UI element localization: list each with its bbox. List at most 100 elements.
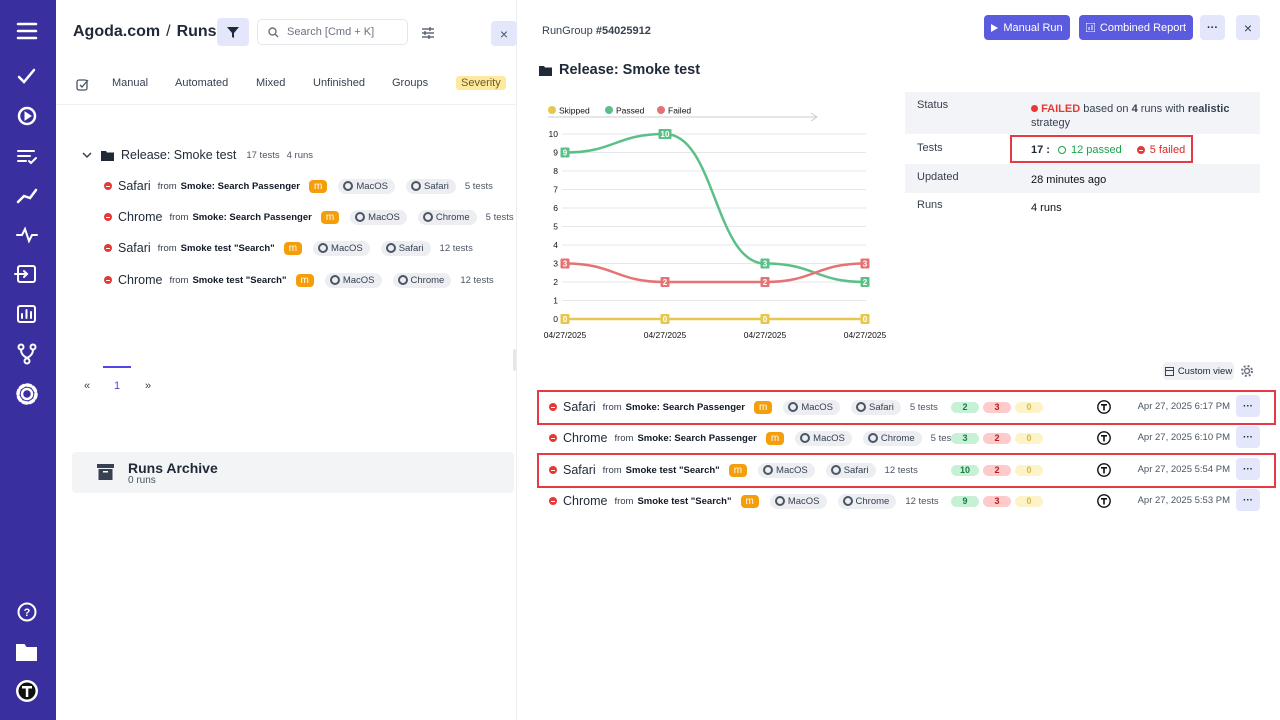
y-tick-label: 10 bbox=[549, 129, 559, 139]
tab[interactable]: Automated bbox=[175, 77, 229, 89]
tag-chip: MacOS bbox=[769, 493, 827, 509]
plans-icon[interactable] bbox=[17, 150, 37, 165]
run-row[interactable]: Safari from Smoke: Search Passenger m MacOS S… bbox=[104, 176, 493, 196]
count-skipped: 0 bbox=[1015, 465, 1043, 476]
pagination-next[interactable]: » bbox=[145, 380, 152, 392]
gear-icon bbox=[830, 465, 841, 475]
branch-icon[interactable] bbox=[17, 343, 37, 365]
group-runs: 4 runs bbox=[286, 149, 314, 161]
divider bbox=[56, 104, 516, 105]
run-stats: 10 2 0 Apr 27, 2025 5:54 PM ··· bbox=[0, 458, 1280, 480]
updated-value: 28 minutes ago bbox=[1031, 174, 1107, 186]
from-label: from bbox=[614, 432, 634, 444]
point-label-bg bbox=[860, 277, 870, 287]
import-icon[interactable] bbox=[14, 265, 36, 283]
run-tests: 12 tests bbox=[884, 464, 918, 476]
run-row[interactable]: Safari from Smoke: Search Passenger m MacOS S… bbox=[549, 397, 938, 417]
tab[interactable]: Mixed bbox=[256, 77, 286, 89]
group-row[interactable]: Release: Smoke test 17 tests 4 runs bbox=[82, 146, 313, 164]
legend-swatch bbox=[657, 106, 665, 114]
run-row[interactable]: Safari from Smoke test "Search" m MacOS Safar… bbox=[104, 238, 473, 258]
run-tests: 12 tests bbox=[439, 242, 473, 254]
tests-total: 17 : bbox=[1031, 144, 1050, 156]
manual-run-button[interactable]: Manual Run bbox=[984, 15, 1070, 40]
from-label: from bbox=[169, 274, 189, 286]
project-name[interactable]: Agoda.com bbox=[73, 23, 161, 40]
severity-badge: m bbox=[754, 400, 773, 414]
help-icon[interactable]: ? bbox=[17, 602, 37, 622]
pulse-icon[interactable] bbox=[16, 226, 38, 244]
close-left-button[interactable]: × bbox=[491, 21, 517, 46]
status-text: strategy bbox=[1031, 117, 1071, 129]
filter-button[interactable] bbox=[217, 18, 249, 46]
run-more-button[interactable]: ··· bbox=[1236, 426, 1260, 448]
x-tick-label: 04/27/2025 bbox=[844, 330, 887, 340]
run-date: Apr 27, 2025 5:54 PM bbox=[1137, 464, 1230, 475]
run-row[interactable]: Chrome from Smoke: Search Passenger m MacOS C… bbox=[104, 207, 514, 227]
reports-icon[interactable] bbox=[17, 305, 36, 323]
tab[interactable]: Groups bbox=[392, 77, 429, 89]
tab[interactable]: Unfinished bbox=[313, 77, 365, 89]
severity-badge: m bbox=[283, 241, 303, 255]
detail-title: Release: Smoke test bbox=[559, 62, 701, 78]
logo[interactable] bbox=[16, 680, 38, 702]
rungroup-label: RunGroup bbox=[542, 25, 593, 37]
filter-settings-icon[interactable] bbox=[421, 26, 435, 40]
custom-view-button[interactable]: Custom view bbox=[1163, 362, 1234, 380]
gear-icon bbox=[318, 243, 329, 253]
y-tick-label: 0 bbox=[553, 314, 558, 324]
run-row[interactable]: Safari from Smoke test "Search" m MacOS Safar… bbox=[549, 460, 918, 480]
run-source: Smoke test "Search" bbox=[192, 274, 287, 286]
highlight-box bbox=[537, 453, 1276, 488]
run-tests: 12 tests bbox=[905, 495, 939, 507]
run-browser: Chrome bbox=[563, 494, 608, 508]
combined-report-button[interactable]: Combined Report bbox=[1079, 15, 1193, 40]
search-box[interactable]: Search [Cmd + K] bbox=[257, 19, 408, 45]
menu-icon[interactable] bbox=[16, 22, 38, 40]
point-label-bg bbox=[760, 277, 770, 287]
run-row[interactable]: Chrome from Smoke: Search Passenger m MacOS C… bbox=[549, 428, 959, 448]
legend-label: Skipped bbox=[559, 106, 590, 116]
tag-label: MacOS bbox=[342, 274, 375, 286]
select-icon[interactable] bbox=[76, 78, 90, 92]
point-label-bg bbox=[560, 258, 570, 269]
folder-icon[interactable] bbox=[16, 644, 37, 661]
check-icon[interactable] bbox=[17, 68, 36, 84]
tag-label: MacOS bbox=[776, 464, 808, 476]
legend-swatch bbox=[605, 106, 613, 114]
run-source: Smoke: Search Passenger bbox=[180, 180, 300, 192]
updated-row bbox=[905, 164, 1260, 193]
tag-label: MacOS bbox=[356, 180, 389, 192]
tab[interactable]: Manual bbox=[112, 77, 149, 89]
series-line bbox=[564, 262, 866, 284]
resize-handle[interactable] bbox=[513, 349, 516, 371]
user-avatar bbox=[1097, 494, 1111, 508]
count-skipped: 0 bbox=[1015, 433, 1043, 444]
settings-icon[interactable] bbox=[16, 383, 38, 405]
close-button[interactable]: × bbox=[1236, 15, 1260, 40]
tag-label: MacOS bbox=[787, 495, 820, 507]
run-row[interactable]: Chrome from Smoke test "Search" m MacOS Chrom… bbox=[549, 491, 939, 511]
group-name: Release: Smoke test bbox=[121, 148, 237, 162]
runs-icon[interactable] bbox=[17, 106, 37, 126]
tag-chip: Chrome bbox=[862, 430, 922, 446]
page-indicator bbox=[103, 366, 131, 368]
run-more-button[interactable]: ··· bbox=[1236, 489, 1260, 511]
analytics-icon[interactable] bbox=[16, 188, 38, 204]
status-text: runs with bbox=[1140, 103, 1185, 115]
run-more-button[interactable]: ··· bbox=[1236, 395, 1260, 417]
pagination-prev[interactable]: « bbox=[84, 380, 91, 392]
gear-icon bbox=[343, 181, 354, 191]
more-button[interactable]: ··· bbox=[1200, 15, 1225, 40]
view-settings-icon[interactable] bbox=[1241, 365, 1253, 377]
archive-count: 0 runs bbox=[128, 475, 156, 486]
run-more-button[interactable]: ··· bbox=[1236, 458, 1260, 480]
tag-label: MacOS bbox=[331, 242, 363, 254]
run-row[interactable]: Chrome from Smoke test "Search" m MacOS Chrom… bbox=[104, 270, 494, 290]
tab[interactable]: Severity bbox=[456, 76, 506, 90]
point-label-bg bbox=[658, 129, 672, 139]
archive-box[interactable]: Runs Archive 0 runs bbox=[72, 452, 514, 493]
pagination-page[interactable]: 1 bbox=[114, 380, 121, 392]
gear-icon bbox=[800, 433, 811, 443]
